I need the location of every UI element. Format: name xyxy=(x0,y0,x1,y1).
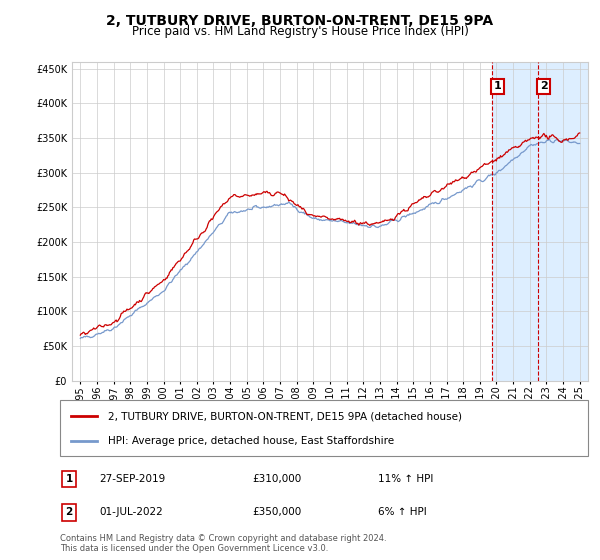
Text: 01-JUL-2022: 01-JUL-2022 xyxy=(99,507,163,517)
Text: £310,000: £310,000 xyxy=(252,474,301,484)
Text: 2: 2 xyxy=(540,81,547,91)
Text: Contains HM Land Registry data © Crown copyright and database right 2024.
This d: Contains HM Land Registry data © Crown c… xyxy=(60,534,386,553)
Text: 11% ↑ HPI: 11% ↑ HPI xyxy=(378,474,433,484)
Text: Price paid vs. HM Land Registry's House Price Index (HPI): Price paid vs. HM Land Registry's House … xyxy=(131,25,469,38)
Text: 27-SEP-2019: 27-SEP-2019 xyxy=(99,474,165,484)
Text: HPI: Average price, detached house, East Staffordshire: HPI: Average price, detached house, East… xyxy=(107,436,394,446)
Text: £350,000: £350,000 xyxy=(252,507,301,517)
Bar xyxy=(492,62,588,381)
Text: 2, TUTBURY DRIVE, BURTON-ON-TRENT, DE15 9PA (detached house): 2, TUTBURY DRIVE, BURTON-ON-TRENT, DE15 … xyxy=(107,411,461,421)
Text: 2, TUTBURY DRIVE, BURTON-ON-TRENT, DE15 9PA: 2, TUTBURY DRIVE, BURTON-ON-TRENT, DE15 … xyxy=(106,14,494,28)
Text: 1: 1 xyxy=(494,81,502,91)
FancyBboxPatch shape xyxy=(60,400,588,456)
Text: 6% ↑ HPI: 6% ↑ HPI xyxy=(378,507,427,517)
Text: 1: 1 xyxy=(65,474,73,484)
Text: 2: 2 xyxy=(65,507,73,517)
